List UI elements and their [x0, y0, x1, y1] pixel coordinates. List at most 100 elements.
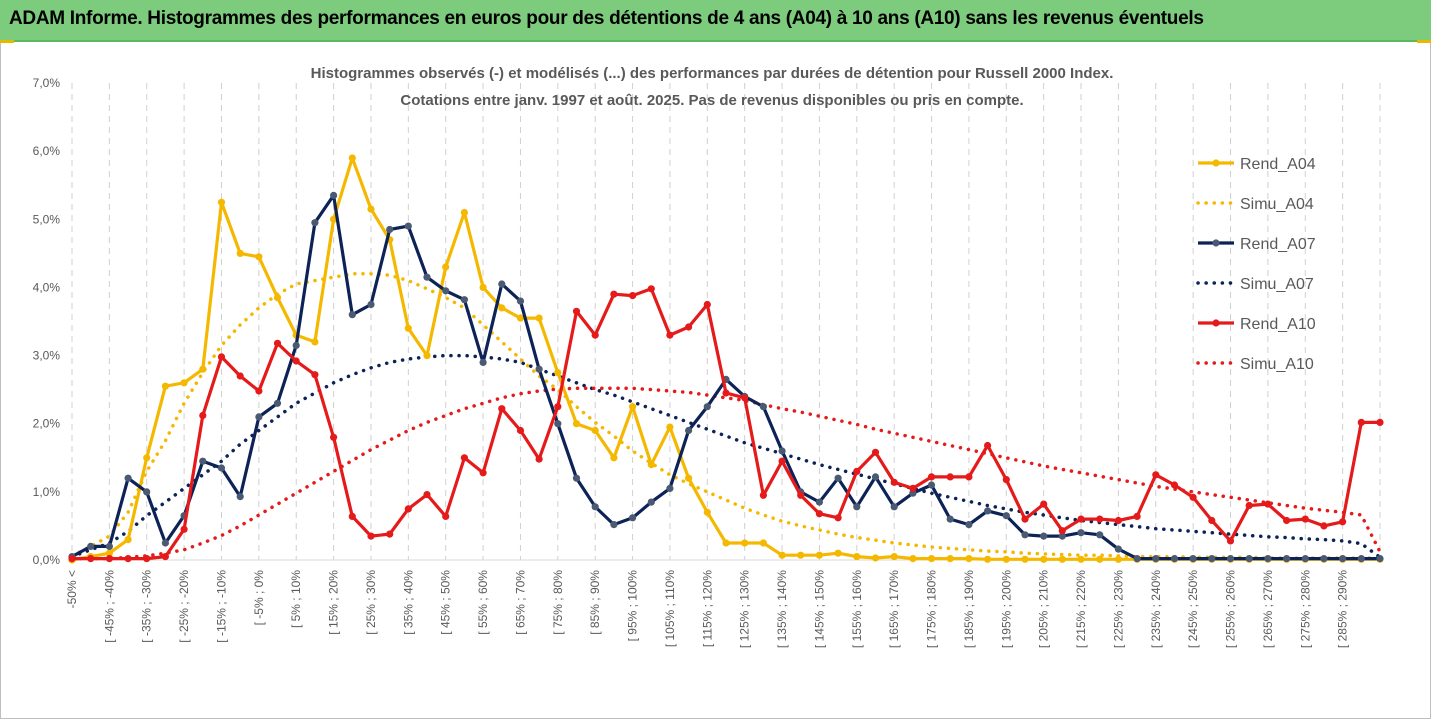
data-point-rend-a07 [348, 311, 356, 319]
data-point-rend-a04 [834, 549, 842, 557]
data-point-rend-a07 [647, 498, 655, 506]
data-point-rend-a07 [1096, 531, 1104, 539]
x-tick-label: [ 255% ; 260% [1224, 570, 1238, 648]
x-tick-label: [ -5% ; 0% [252, 570, 266, 626]
data-point-rend-a07 [143, 488, 151, 496]
data-point-rend-a04 [1021, 555, 1029, 563]
x-tick-label: [ 275% ; 280% [1298, 570, 1312, 648]
data-point-rend-a04 [591, 426, 599, 435]
legend: Rend_A04 Simu_A04 Rend_A07 Simu_A07 Rend_A10… [1196, 156, 1316, 373]
data-point-rend-a07 [404, 222, 412, 230]
data-point-rend-a04 [367, 205, 375, 213]
data-point-rend-a10 [460, 454, 468, 462]
legend-marker-rend-a07 [1212, 239, 1220, 247]
x-tick-label: [ 205% ; 210% [1037, 570, 1051, 648]
data-point-rend-a04 [479, 283, 487, 291]
data-point-rend-a10 [535, 455, 543, 463]
data-point-rend-a07 [1002, 512, 1010, 520]
x-tick-label: [ 165% ; 170% [887, 570, 901, 648]
data-point-rend-a04 [610, 454, 618, 462]
y-tick-label: 1,0% [33, 485, 61, 499]
data-point-rend-a04 [330, 215, 338, 223]
x-tick-label: [ 25% ; 30% [364, 570, 378, 635]
data-point-rend-a10 [1339, 518, 1347, 526]
data-point-rend-a07 [815, 498, 824, 506]
data-point-rend-a10 [1264, 500, 1272, 508]
x-tick-label: [ 175% ; 180% [925, 570, 939, 648]
series-line-rend-a10 [72, 287, 1380, 561]
data-point-rend-a10 [217, 353, 226, 361]
data-point-rend-a04 [909, 555, 917, 563]
data-point-rend-a10 [1283, 516, 1291, 525]
data-point-rend-a04 [927, 555, 936, 563]
data-point-rend-a07 [87, 542, 95, 550]
data-point-rend-a07 [1189, 555, 1197, 563]
data-point-rend-a10 [965, 473, 973, 481]
data-point-rend-a10 [797, 491, 805, 499]
data-point-rend-a04 [423, 352, 431, 360]
x-tick-label: [ 75% ; 80% [551, 570, 565, 635]
data-point-rend-a07 [367, 300, 375, 309]
data-point-rend-a07 [161, 539, 169, 547]
legend-marker-rend-a04 [1212, 159, 1220, 167]
data-point-rend-a10 [815, 510, 824, 518]
data-point-rend-a04 [629, 403, 637, 411]
data-point-rend-a10 [1058, 527, 1066, 535]
data-point-rend-a10 [292, 357, 300, 365]
data-point-rend-a07 [498, 280, 506, 288]
data-point-rend-a07 [516, 297, 525, 305]
data-point-rend-a10 [909, 484, 917, 492]
data-point-rend-a07 [703, 403, 711, 411]
data-point-rend-a07 [759, 403, 768, 411]
data-point-rend-a10 [610, 290, 618, 298]
data-point-rend-a10 [685, 323, 693, 331]
data-point-rend-a04 [965, 555, 973, 563]
data-point-rend-a10 [1152, 471, 1160, 479]
data-point-rend-a07 [105, 542, 113, 550]
data-point-rend-a10 [311, 371, 319, 379]
data-point-rend-a10 [161, 553, 169, 561]
data-point-rend-a04 [255, 253, 263, 261]
data-point-rend-a04 [217, 198, 226, 206]
data-point-rend-a07 [984, 507, 992, 515]
data-point-rend-a04 [535, 314, 543, 322]
x-tick-label: [ 265% ; 270% [1261, 570, 1275, 648]
data-point-rend-a07 [1170, 555, 1179, 563]
data-point-rend-a10 [87, 555, 95, 563]
data-point-rend-a07 [890, 503, 898, 511]
data-point-rend-a04 [1077, 555, 1085, 563]
data-point-rend-a10 [1376, 418, 1384, 426]
data-point-rend-a04 [554, 369, 562, 377]
x-tick-label: [ 55% ; 60% [476, 570, 490, 635]
data-point-rend-a07 [591, 503, 599, 511]
x-tick-label: [ 105% ; 110% [663, 570, 677, 647]
data-point-rend-a07 [610, 521, 618, 529]
data-point-rend-a07 [778, 447, 786, 455]
data-point-rend-a04 [722, 539, 730, 547]
data-point-rend-a07 [1040, 532, 1048, 540]
data-point-rend-a10 [759, 491, 768, 499]
x-tick-label: [ 45% ; 50% [439, 570, 453, 635]
data-point-rend-a10 [572, 307, 581, 315]
data-point-rend-a04 [778, 551, 786, 559]
data-point-rend-a07 [1320, 555, 1328, 563]
data-point-rend-a07 [423, 273, 431, 281]
legend-label-simu-a10: Simu_A10 [1240, 356, 1314, 373]
data-point-rend-a10 [516, 426, 525, 435]
data-point-rend-a07 [386, 225, 394, 234]
data-point-rend-a10 [1245, 501, 1253, 510]
data-point-rend-a10 [236, 372, 244, 380]
data-point-rend-a10 [554, 403, 562, 411]
x-tick-label: -50% < [65, 570, 79, 608]
data-point-rend-a07 [217, 464, 226, 472]
y-tick-label: 3,0% [33, 349, 61, 363]
legend-label-rend-a10: Rend_A10 [1240, 316, 1316, 333]
data-point-rend-a07 [330, 191, 338, 199]
corner-accent-left [0, 40, 14, 43]
series-line-simu-a10 [70, 386, 1382, 561]
data-point-rend-a07 [685, 426, 693, 435]
y-tick-label: 5,0% [33, 212, 61, 226]
data-point-rend-a07 [1152, 555, 1160, 563]
data-point-rend-a07 [554, 420, 562, 428]
data-point-rend-a07 [1114, 545, 1122, 553]
